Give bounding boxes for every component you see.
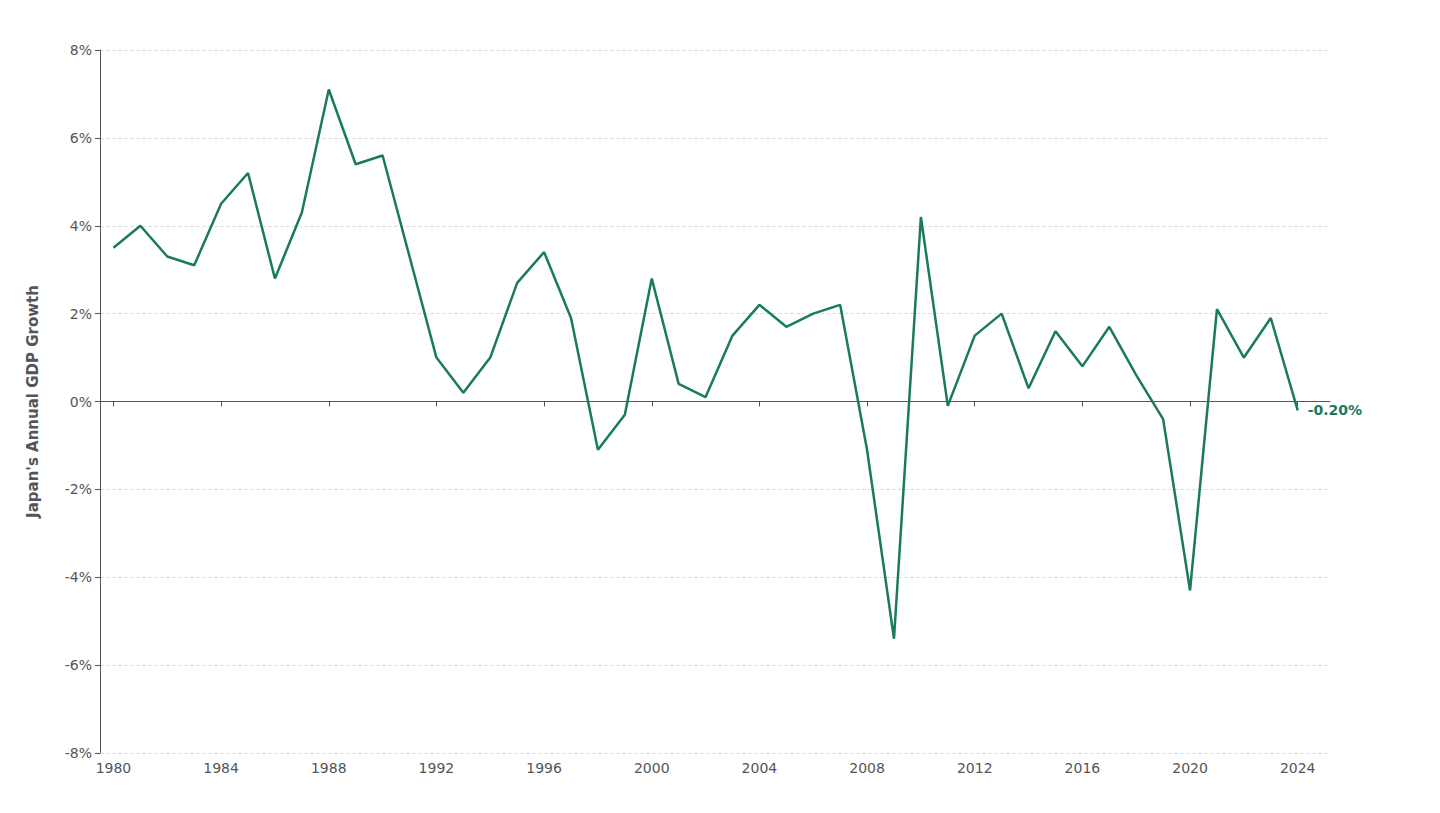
svg-text:2016: 2016 xyxy=(1065,760,1101,776)
svg-text:-2%: -2% xyxy=(65,481,92,497)
svg-text:1996: 1996 xyxy=(526,760,562,776)
svg-text:-0.20%: -0.20% xyxy=(1308,402,1362,418)
svg-text:0%: 0% xyxy=(70,394,92,410)
svg-text:-8%: -8% xyxy=(65,745,92,761)
svg-text:8%: 8% xyxy=(70,42,92,58)
svg-text:Japan's Annual GDP Growth: Japan's Annual GDP Growth xyxy=(24,285,42,519)
svg-text:2024: 2024 xyxy=(1280,760,1316,776)
svg-text:-6%: -6% xyxy=(65,657,92,673)
svg-text:6%: 6% xyxy=(70,130,92,146)
svg-text:2020: 2020 xyxy=(1172,760,1208,776)
svg-text:4%: 4% xyxy=(70,218,92,234)
svg-text:1984: 1984 xyxy=(203,760,239,776)
svg-text:2004: 2004 xyxy=(742,760,778,776)
svg-text:2008: 2008 xyxy=(849,760,885,776)
svg-text:2000: 2000 xyxy=(634,760,670,776)
svg-text:1980: 1980 xyxy=(96,760,132,776)
svg-text:-4%: -4% xyxy=(65,569,92,585)
svg-text:2012: 2012 xyxy=(957,760,993,776)
svg-text:2%: 2% xyxy=(70,306,92,322)
svg-text:1992: 1992 xyxy=(419,760,455,776)
svg-text:1988: 1988 xyxy=(311,760,347,776)
